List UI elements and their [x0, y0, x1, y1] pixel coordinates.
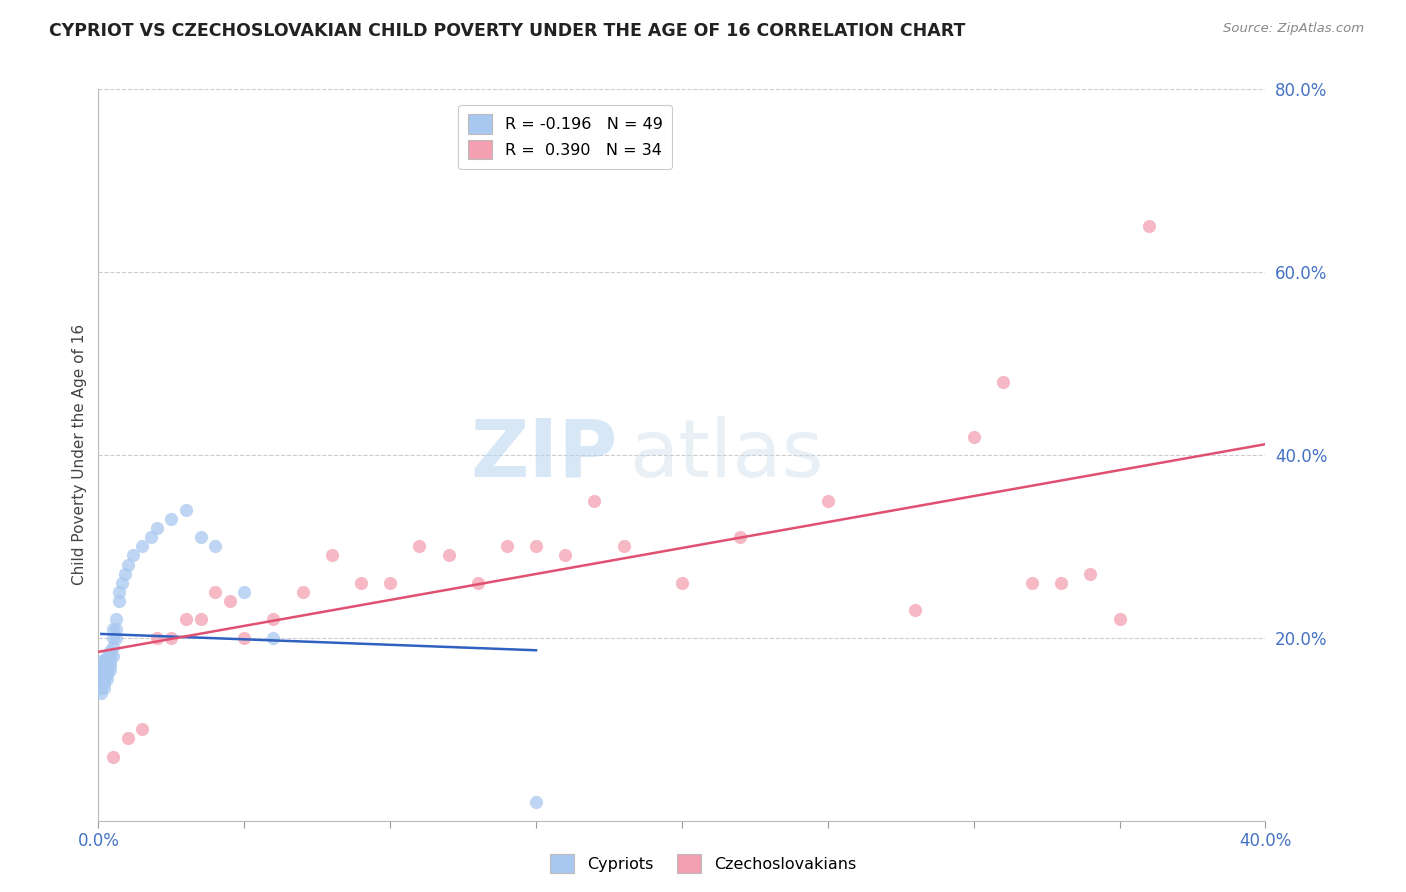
Point — [160, 631, 183, 645]
Text: CYPRIOT VS CZECHOSLOVAKIAN CHILD POVERTY UNDER THE AGE OF 16 CORRELATION CHART: CYPRIOT VS CZECHOSLOVAKIAN CHILD POVERTY… — [49, 22, 966, 40]
Point — [174, 613, 197, 627]
Point — [991, 375, 1014, 389]
Text: ZIP: ZIP — [471, 416, 617, 494]
Point — [93, 667, 115, 681]
Point — [96, 654, 118, 668]
Point — [104, 622, 127, 636]
Point — [101, 649, 124, 664]
Legend: R = -0.196   N = 49, R =  0.390   N = 34: R = -0.196 N = 49, R = 0.390 N = 34 — [458, 104, 672, 169]
Point — [117, 558, 139, 572]
Point — [671, 576, 693, 591]
Point — [108, 594, 131, 608]
Point — [90, 672, 112, 686]
Point — [139, 530, 162, 544]
Point — [233, 631, 256, 645]
Point — [101, 622, 124, 636]
Point — [104, 631, 127, 645]
Point — [496, 539, 519, 553]
Point — [612, 539, 634, 553]
Point — [1021, 576, 1043, 591]
Point — [98, 663, 121, 677]
Point — [730, 530, 752, 544]
Point — [90, 667, 112, 681]
Point — [437, 549, 460, 563]
Point — [93, 681, 115, 695]
Point — [98, 654, 121, 668]
Point — [104, 613, 127, 627]
Point — [583, 493, 606, 508]
Point — [1137, 219, 1160, 234]
Point — [96, 658, 118, 673]
Point — [204, 585, 226, 599]
Point — [380, 576, 402, 591]
Point — [96, 667, 118, 681]
Y-axis label: Child Poverty Under the Age of 16: Child Poverty Under the Age of 16 — [72, 325, 87, 585]
Text: Source: ZipAtlas.com: Source: ZipAtlas.com — [1223, 22, 1364, 36]
Point — [93, 676, 115, 690]
Point — [146, 521, 169, 535]
Point — [90, 676, 112, 690]
Point — [204, 539, 226, 553]
Point — [160, 512, 183, 526]
Point — [190, 613, 212, 627]
Point — [90, 654, 112, 668]
Point — [174, 503, 197, 517]
Point — [321, 549, 343, 563]
Point — [218, 594, 240, 608]
Point — [524, 539, 547, 553]
Point — [190, 530, 212, 544]
Point — [117, 731, 139, 746]
Point — [98, 649, 121, 664]
Point — [262, 631, 284, 645]
Point — [817, 493, 839, 508]
Point — [90, 681, 112, 695]
Point — [93, 672, 115, 686]
Point — [233, 585, 256, 599]
Point — [114, 566, 136, 581]
Point — [122, 549, 145, 563]
Point — [93, 654, 115, 668]
Point — [93, 663, 115, 677]
Point — [90, 663, 112, 677]
Point — [146, 631, 169, 645]
Point — [554, 549, 576, 563]
Point — [108, 585, 131, 599]
Point — [111, 576, 134, 591]
Point — [96, 663, 118, 677]
Point — [350, 576, 373, 591]
Legend: Cypriots, Czechoslovakians: Cypriots, Czechoslovakians — [544, 847, 862, 880]
Point — [408, 539, 430, 553]
Point — [131, 539, 153, 553]
Point — [101, 640, 124, 654]
Point — [90, 686, 112, 700]
Point — [93, 658, 115, 673]
Point — [524, 796, 547, 810]
Point — [98, 658, 121, 673]
Point — [467, 576, 489, 591]
Point — [131, 723, 153, 737]
Point — [1080, 566, 1102, 581]
Text: atlas: atlas — [630, 416, 824, 494]
Point — [90, 658, 112, 673]
Point — [291, 585, 314, 599]
Point — [904, 603, 927, 617]
Point — [262, 613, 284, 627]
Point — [101, 631, 124, 645]
Point — [96, 672, 118, 686]
Point — [962, 430, 984, 444]
Point — [98, 644, 121, 658]
Point — [1050, 576, 1073, 591]
Point — [96, 649, 118, 664]
Point — [1108, 613, 1130, 627]
Point — [101, 749, 124, 764]
